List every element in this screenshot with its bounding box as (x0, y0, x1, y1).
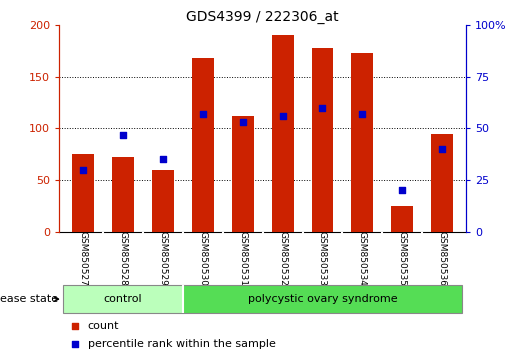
Text: GSM850531: GSM850531 (238, 231, 247, 286)
Text: GSM850535: GSM850535 (398, 231, 407, 286)
Text: GSM850533: GSM850533 (318, 231, 327, 286)
Point (398, 188, 406, 193)
Text: percentile rank within the sample: percentile rank within the sample (88, 339, 276, 349)
Point (279, 113, 287, 119)
Text: GSM850536: GSM850536 (438, 231, 447, 286)
Point (318, 105, 327, 110)
Point (438, 146, 447, 152)
Point (199, 111, 207, 117)
Bar (192, 58, 214, 232)
Bar (72, 154, 94, 232)
Text: disease state: disease state (0, 294, 58, 304)
Text: GSM850527: GSM850527 (79, 231, 88, 286)
Text: polycystic ovary syndrome: polycystic ovary syndrome (248, 294, 397, 304)
Text: GSM850529: GSM850529 (159, 231, 167, 286)
Bar (183, 285, 462, 313)
Text: count: count (88, 320, 119, 331)
Bar (232, 116, 254, 232)
Point (159, 156, 167, 162)
Text: GSM850530: GSM850530 (198, 231, 208, 286)
Point (72, 341, 80, 347)
Bar (63, 285, 183, 313)
Bar (391, 206, 413, 232)
Text: GSM850528: GSM850528 (118, 231, 128, 286)
Text: control: control (104, 294, 142, 304)
Point (238, 119, 247, 125)
Point (119, 132, 127, 137)
Bar (152, 170, 174, 232)
Point (79, 167, 87, 173)
Text: GSM850534: GSM850534 (358, 231, 367, 286)
Bar (271, 35, 294, 232)
Bar (351, 53, 373, 232)
Text: GSM850532: GSM850532 (278, 231, 287, 286)
Title: GDS4399 / 222306_at: GDS4399 / 222306_at (186, 10, 339, 24)
Point (358, 111, 367, 117)
Bar (431, 133, 453, 232)
Point (72, 323, 80, 329)
Bar (312, 47, 333, 232)
Bar (112, 157, 134, 232)
